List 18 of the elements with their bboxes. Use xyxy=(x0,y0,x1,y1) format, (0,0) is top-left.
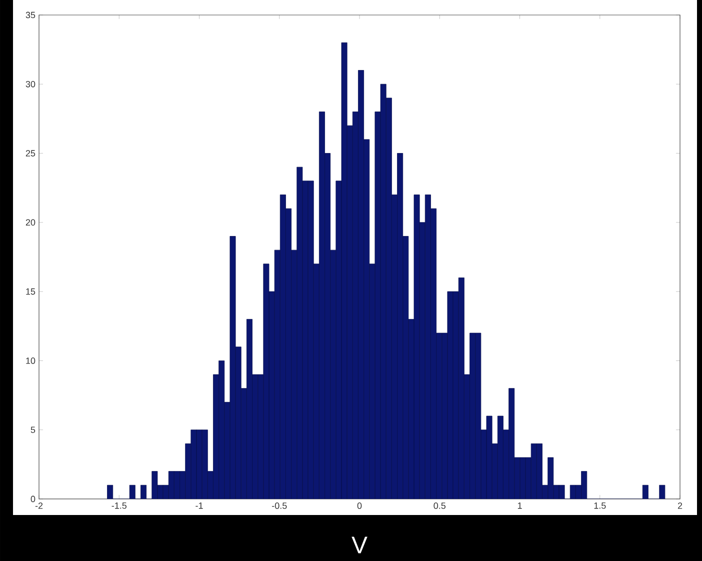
y-tick-label: 20 xyxy=(26,219,36,226)
y-tick-label: 15 xyxy=(26,288,36,295)
y-tick-label: 35 xyxy=(26,12,36,18)
x-tick-label: 1 xyxy=(518,502,522,509)
x-tick-label: -0.5 xyxy=(272,502,287,509)
y-tick-label: 25 xyxy=(26,150,36,156)
x-tick-label: 1.5 xyxy=(594,502,606,509)
x-tick-label: -1 xyxy=(196,502,203,509)
x-tick-label: 0.5 xyxy=(434,502,446,509)
y-tick-label: 30 xyxy=(26,80,36,88)
x-tick-label: 0 xyxy=(357,502,362,509)
y-tick-label: 10 xyxy=(26,358,36,364)
x-tick-label: -1.5 xyxy=(112,502,127,509)
x-tick-label: 2 xyxy=(678,502,682,509)
y-tick-label: 5 xyxy=(30,426,36,433)
x-tick-label: -2 xyxy=(35,502,43,509)
x-axis-title: V xyxy=(352,536,368,554)
y-tick-label: 0 xyxy=(30,496,36,502)
